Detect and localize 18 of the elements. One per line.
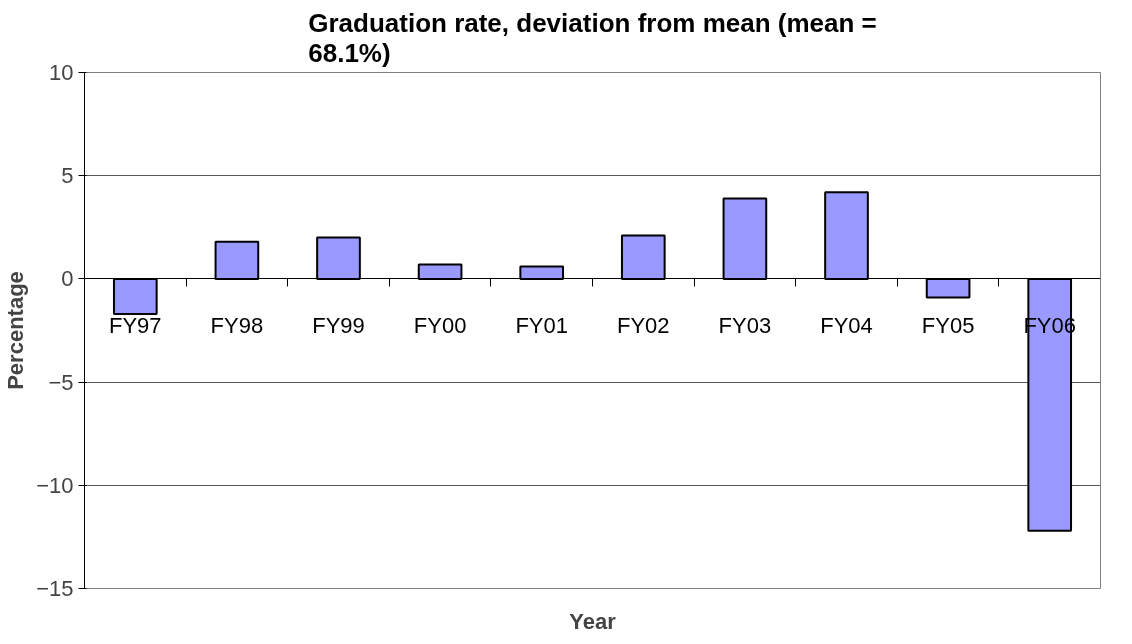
y-tick-label: −5 xyxy=(48,369,74,395)
x-tick-label: FY02 xyxy=(617,312,670,338)
x-tick-label: FY05 xyxy=(921,312,975,338)
x-tick-label: FY01 xyxy=(515,312,568,338)
y-tick-label: 0 xyxy=(61,266,74,292)
x-tick-label: FY00 xyxy=(413,312,467,338)
x-tick-label: FY04 xyxy=(820,312,873,338)
x-axis-title: Year xyxy=(569,608,617,634)
x-tick-label: FY99 xyxy=(312,312,365,338)
x-tick-label: FY97 xyxy=(109,312,162,338)
y-tick-label: 10 xyxy=(49,60,74,85)
x-tick-label: FY98 xyxy=(210,312,264,338)
x-tick-label: FY03 xyxy=(718,312,772,338)
y-tick-label: −15 xyxy=(36,576,74,601)
y-tick-label: −10 xyxy=(36,472,74,498)
y-axis-title: Percentage xyxy=(3,271,29,390)
chart-title: Graduation rate, deviation from mean (mean = 68.1%) xyxy=(308,7,877,68)
y-tick-label: 5 xyxy=(61,163,74,189)
